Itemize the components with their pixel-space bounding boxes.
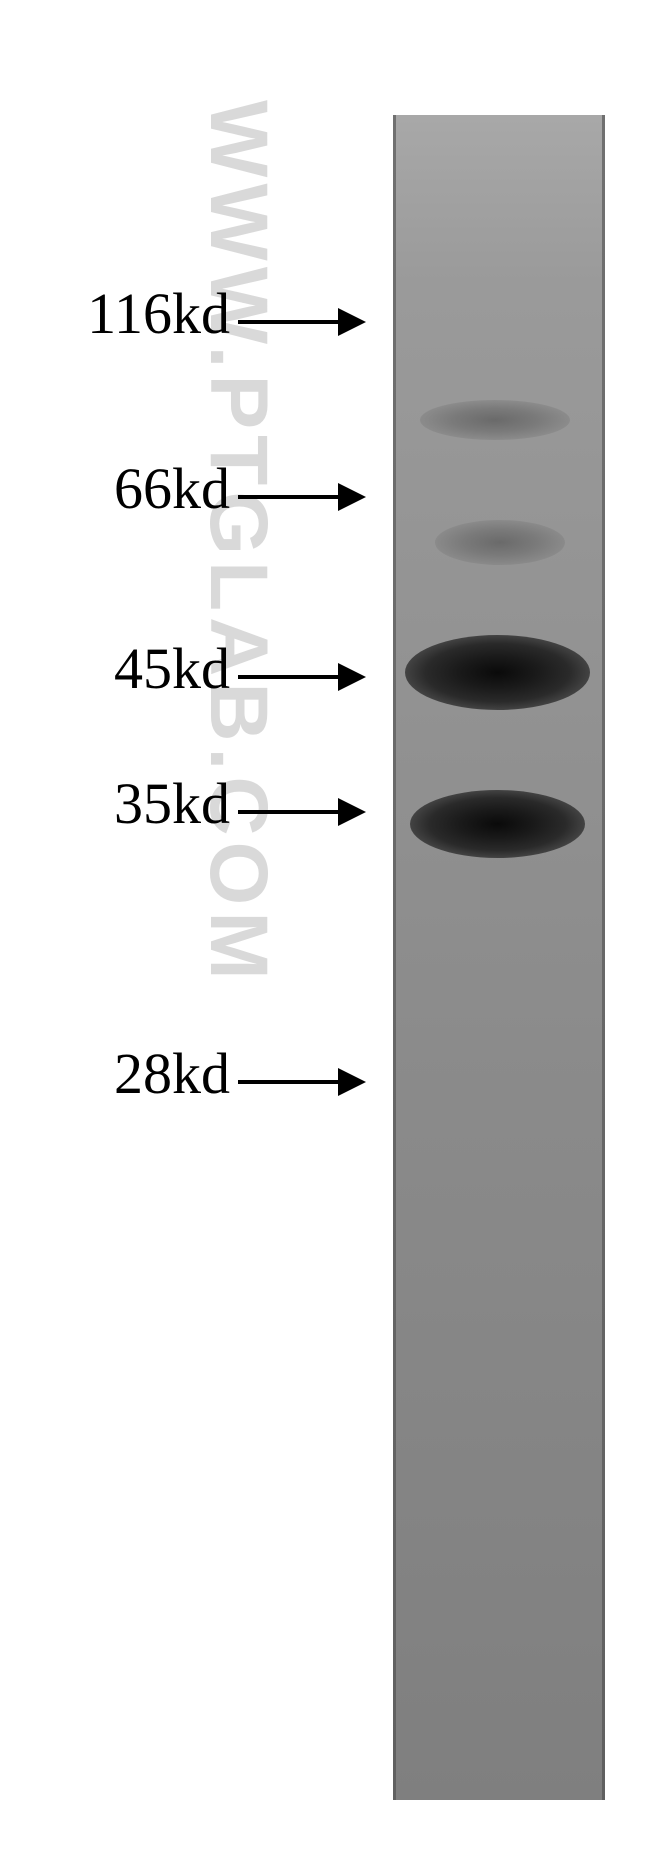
marker-label-45kd: 45kd [70,635,230,702]
arrow-line [238,810,338,814]
marker-arrow-35kd [238,798,366,826]
marker-label-35kd: 35kd [70,770,230,837]
arrow-head-icon [338,663,366,691]
lane-edge-right [602,115,605,1800]
marker-label-66kd: 66kd [70,455,230,522]
marker-arrow-66kd [238,483,366,511]
arrow-line [238,320,338,324]
arrow-line [238,1080,338,1084]
band-45kd [405,635,590,710]
arrow-head-icon [338,1068,366,1096]
western-blot-figure: WWW.PTGLAB.COM 116kd 66kd 45kd 35kd 28kd [0,0,650,1855]
arrow-head-icon [338,483,366,511]
watermark-text: WWW.PTGLAB.COM [191,100,285,986]
marker-arrow-116kd [238,308,366,336]
faint-band-2 [435,520,565,565]
faint-band-1 [420,400,570,440]
marker-label-116kd: 116kd [40,280,230,347]
marker-arrow-28kd [238,1068,366,1096]
lane-edge-left [393,115,396,1800]
arrow-head-icon [338,308,366,336]
arrow-head-icon [338,798,366,826]
band-35kd [410,790,585,858]
arrow-line [238,675,338,679]
marker-arrow-45kd [238,663,366,691]
marker-label-28kd: 28kd [70,1040,230,1107]
blot-lane [393,115,605,1800]
arrow-line [238,495,338,499]
